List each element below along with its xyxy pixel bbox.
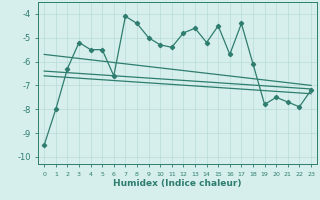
X-axis label: Humidex (Indice chaleur): Humidex (Indice chaleur)	[113, 179, 242, 188]
